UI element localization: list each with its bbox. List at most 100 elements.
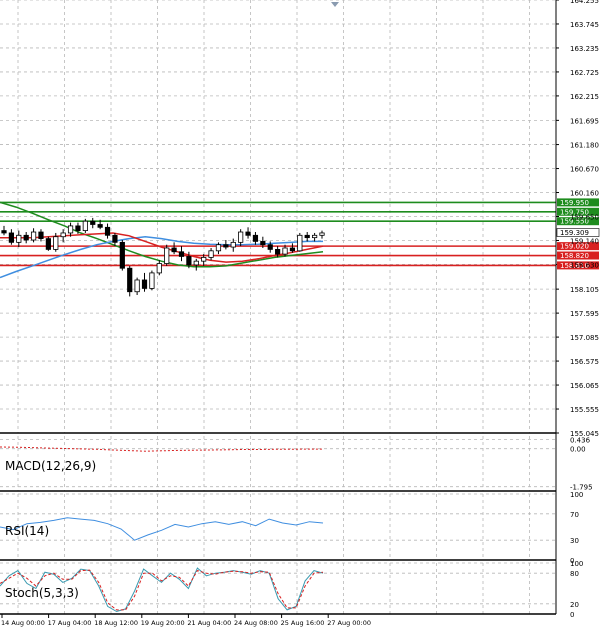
candle — [141, 272, 148, 292]
y-tick-label: 0.00 — [570, 446, 586, 454]
candle-body — [38, 231, 44, 239]
y-tick-label: 156.575 — [570, 358, 599, 366]
candle — [289, 243, 296, 253]
candle-body — [97, 224, 103, 228]
candle-body — [82, 220, 88, 232]
x-tick-label: 14 Aug 00:00 — [1, 619, 45, 627]
candle-body — [275, 249, 281, 255]
y-tick-label: 161.180 — [570, 142, 599, 150]
panel-frames — [0, 0, 557, 615]
candle — [208, 247, 214, 261]
candle-body — [30, 231, 37, 241]
candle-body — [230, 241, 236, 248]
x-tick-label: 17 Aug 04:00 — [48, 619, 92, 627]
candle — [223, 240, 229, 250]
candle — [30, 228, 37, 243]
y-tick-label: 30 — [570, 537, 579, 545]
level-label: 159.550 — [560, 218, 589, 226]
candle — [1, 225, 7, 236]
candle-body — [164, 247, 170, 264]
candle — [319, 230, 325, 239]
candle — [297, 232, 303, 252]
level-label: 159.950 — [560, 199, 589, 207]
y-tick-label: 0.436 — [570, 436, 591, 444]
y-tick-label: 100 — [570, 491, 583, 499]
ma-green-line — [0, 201, 324, 268]
y-tick-label: 159.650 — [570, 214, 599, 222]
candle-body — [1, 230, 7, 234]
x-tick-label: 27 Aug 00:00 — [327, 619, 371, 627]
candle — [238, 229, 244, 247]
candle — [45, 236, 51, 251]
candle-body — [8, 232, 14, 243]
candle-body — [67, 225, 74, 234]
candle — [97, 219, 103, 230]
candle-body — [238, 231, 244, 243]
candle — [60, 229, 66, 243]
candle — [304, 232, 310, 242]
candles — [1, 217, 325, 297]
y-tick-label: 0 — [570, 611, 574, 619]
y-tick-label: 161.695 — [570, 117, 599, 125]
y-tick-label: 20 — [570, 601, 579, 609]
candle — [104, 223, 111, 239]
candle-body — [193, 260, 199, 266]
candle — [67, 222, 74, 237]
candle — [149, 270, 155, 291]
candle-body — [215, 244, 222, 252]
level-label: 158.820 — [560, 252, 589, 260]
level-tag — [557, 207, 599, 216]
macd-signal-line — [0, 446, 323, 452]
candle — [164, 244, 170, 266]
candle — [38, 229, 44, 242]
indicator-lines — [0, 446, 324, 613]
candle-body — [245, 231, 251, 236]
y-tick-label: 155.045 — [570, 430, 599, 438]
candle-body — [267, 244, 273, 250]
candle — [134, 277, 140, 296]
y-tick-label: 160.160 — [570, 190, 599, 198]
candle-body — [289, 247, 296, 252]
current-price-label: 159.309 — [560, 229, 589, 237]
level-label: 159.750 — [560, 208, 589, 216]
x-tick-label: 21 Aug 04:00 — [187, 619, 231, 627]
candle-body — [223, 244, 229, 248]
candle — [23, 232, 29, 244]
candle — [156, 260, 162, 276]
level-tag — [557, 251, 599, 260]
level-tag — [557, 198, 599, 207]
candle — [112, 232, 118, 247]
stoch-signal-line — [0, 569, 324, 611]
level-tag — [557, 217, 599, 226]
y-tick-label: 159.140 — [570, 237, 599, 245]
y-tick-label: 158.630 — [570, 261, 599, 269]
y-tick-label: 162.215 — [570, 93, 599, 101]
candle-body — [186, 256, 192, 266]
candle-body — [45, 238, 51, 250]
x-tick-label: 18 Aug 12:00 — [94, 619, 138, 627]
candle — [178, 246, 185, 262]
candle — [312, 232, 318, 242]
candle — [230, 238, 236, 252]
candle-body — [141, 279, 148, 289]
rsi-line — [0, 517, 324, 541]
candle-body — [282, 247, 288, 255]
candle — [260, 236, 266, 248]
candle-body — [149, 272, 155, 289]
level-tag — [557, 261, 599, 270]
y-tick-label: 157.085 — [570, 334, 599, 342]
candle-body — [260, 241, 266, 246]
candle-body — [252, 234, 259, 242]
scroll-position-marker[interactable] — [331, 2, 339, 7]
candle — [201, 254, 207, 266]
y-tick-label: 70 — [570, 511, 579, 519]
x-tick-label: 25 Aug 16:00 — [281, 619, 325, 627]
candle — [82, 218, 88, 233]
candle — [215, 242, 222, 255]
macd-title: MACD(12,26,9) — [5, 459, 96, 473]
y-tick-label: -1.795 — [570, 484, 593, 492]
y-tick-label: 160.670 — [570, 166, 599, 174]
candle — [252, 232, 259, 245]
